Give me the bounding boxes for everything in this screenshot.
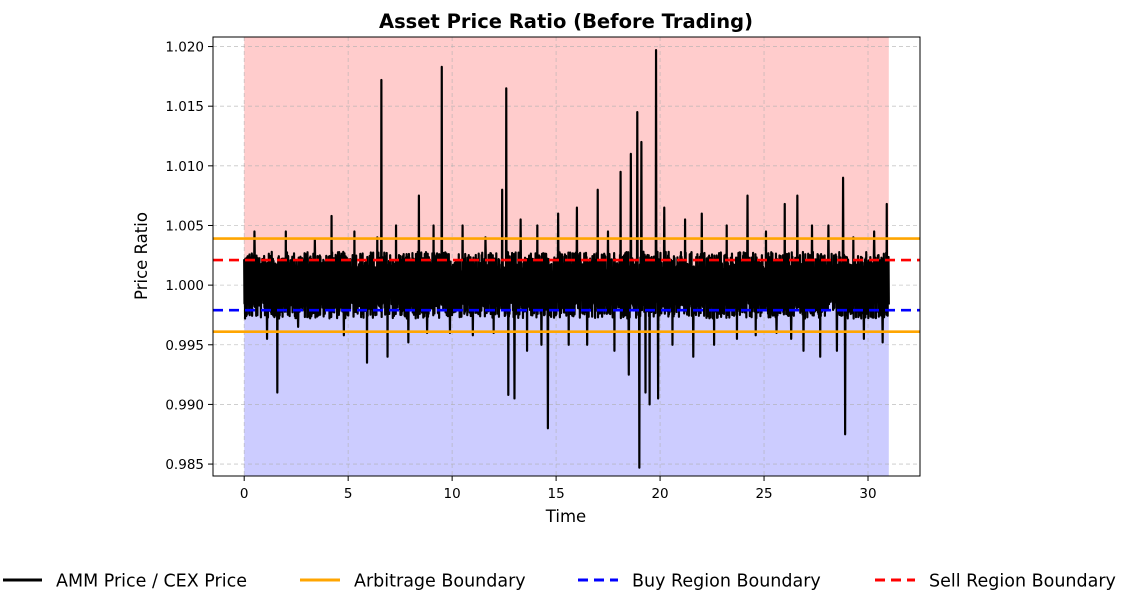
legend-label-amm-price: AMM Price / CEX Price — [56, 572, 247, 592]
legend-label-sell-region-boundary: Sell Region Boundary — [929, 572, 1116, 592]
y-tick-label: 0.985 — [165, 457, 204, 473]
grid-lines — [213, 37, 920, 476]
x-tick-label: 30 — [859, 486, 876, 502]
y-axis-label: Price Ratio — [132, 212, 151, 300]
price-ratio-series — [243, 49, 890, 469]
x-tick-label: 20 — [651, 486, 668, 502]
legend-label-buy-region-boundary: Buy Region Boundary — [632, 572, 821, 592]
y-tick-label: 1.015 — [165, 99, 204, 115]
x-axis-ticks: 0 5 10 15 20 25 30 — [240, 476, 877, 502]
y-tick-label: 1.020 — [165, 40, 204, 56]
sell-region — [244, 37, 889, 286]
y-tick-label: 0.990 — [165, 397, 204, 413]
x-tick-label: 15 — [548, 486, 565, 502]
boundary-lines — [213, 237, 920, 333]
y-tick-label: 1.000 — [165, 278, 204, 294]
x-axis-label: Time — [545, 507, 586, 526]
y-tick-label: 0.995 — [165, 338, 204, 354]
legend-item-arbitrage-boundary: Arbitrage Boundary — [300, 572, 526, 592]
x-tick-label: 0 — [240, 486, 249, 502]
y-tick-label: 1.010 — [165, 159, 204, 175]
legend-item-buy-region-boundary: Buy Region Boundary — [578, 572, 821, 592]
legend-item-sell-region-boundary: Sell Region Boundary — [875, 572, 1116, 592]
chart-title: Asset Price Ratio (Before Trading) — [379, 10, 753, 33]
x-tick-label: 10 — [444, 486, 461, 502]
buy-region — [244, 285, 889, 476]
legend-label-arbitrage-boundary: Arbitrage Boundary — [354, 572, 526, 592]
series-line-amm-price — [243, 49, 890, 469]
plot-frame — [212, 36, 921, 477]
x-tick-label: 25 — [755, 486, 772, 502]
x-tick-label: 5 — [344, 486, 353, 502]
legend-item-amm-price: AMM Price / CEX Price — [3, 572, 247, 592]
legend: AMM Price / CEX Price Arbitrage Boundary… — [3, 572, 1116, 592]
y-axis-ticks: 0.985 0.990 0.995 1.000 1.005 1.010 1.015 1.020 — [165, 40, 213, 473]
y-tick-label: 1.005 — [165, 218, 204, 234]
shaded-regions — [244, 37, 889, 476]
